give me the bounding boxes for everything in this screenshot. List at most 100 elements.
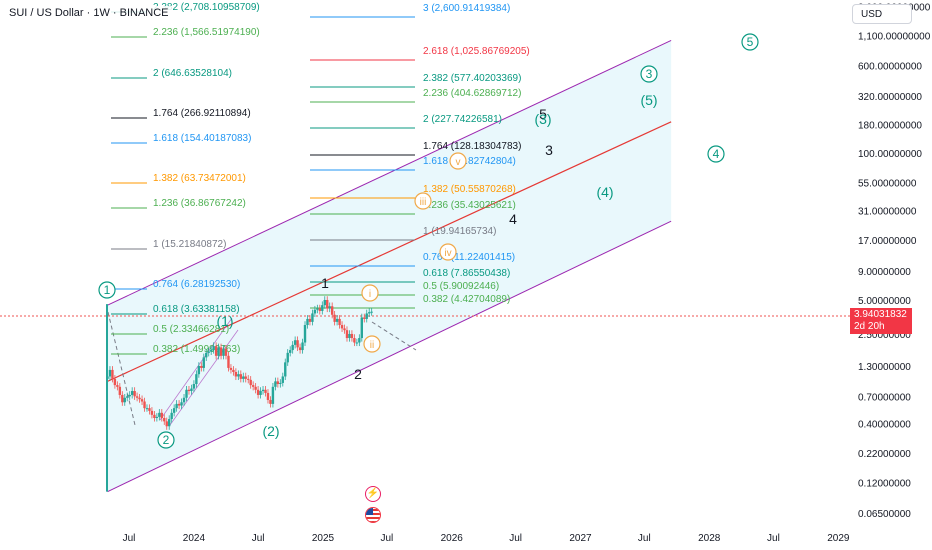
us-flag-icon[interactable] xyxy=(365,507,381,523)
candle xyxy=(288,350,292,353)
candle xyxy=(108,369,112,377)
wave-label-circle[interactable] xyxy=(449,152,467,170)
wave-label[interactable]: iv xyxy=(444,248,451,259)
candle xyxy=(121,394,124,403)
price-axis-tick: 0.70000000 xyxy=(858,392,911,403)
candle xyxy=(306,318,309,326)
wave-label[interactable]: 5 xyxy=(747,35,754,49)
wave-label-circle[interactable] xyxy=(414,192,432,210)
candle xyxy=(212,346,215,351)
candle xyxy=(338,318,341,326)
candle xyxy=(170,412,173,420)
fib-extension-levels[interactable]: 2.382 (2,708.10958709) 2.236 (1,566.51974… xyxy=(0,2,850,355)
candle xyxy=(153,414,156,418)
fib-left-level-label: 1.764 (266.92110894) xyxy=(153,108,251,119)
wave-label[interactable]: 4 xyxy=(713,147,720,161)
time-axis-tick: 2027 xyxy=(569,533,592,544)
wave-label[interactable]: 3 xyxy=(545,142,553,158)
wave-label-circle[interactable] xyxy=(439,243,457,261)
candle xyxy=(296,340,299,348)
candle xyxy=(242,376,245,379)
fib-left-level-label: 1.618 (154.40187083) xyxy=(153,133,251,144)
fib-right-level-label: 2.618 (1,025.86769205) xyxy=(423,46,530,57)
fib-left-level-label: 1.236 (36.86767242) xyxy=(153,198,246,209)
wave-label[interactable]: 1 xyxy=(104,283,111,297)
wave-label[interactable]: i xyxy=(369,289,371,300)
candle xyxy=(318,308,322,311)
wave-label-circle[interactable] xyxy=(363,335,381,353)
wave-label[interactable]: (4) xyxy=(596,184,613,200)
price-axis-tick: 0.06500000 xyxy=(858,509,911,520)
lightning-icon[interactable]: ⚡ xyxy=(365,486,381,502)
wave-label[interactable]: (5) xyxy=(640,92,657,108)
candle xyxy=(135,396,139,398)
candle xyxy=(190,388,193,392)
candle xyxy=(118,386,122,395)
wave-label-circle[interactable] xyxy=(707,145,725,163)
candle xyxy=(284,362,287,377)
wave-label[interactable]: 3 xyxy=(646,67,653,81)
wave-label[interactable]: (2) xyxy=(262,423,279,439)
channel-center-line[interactable] xyxy=(107,121,672,382)
fib-left-level-label: 2 (646.63528104) xyxy=(153,68,232,79)
candle xyxy=(286,352,289,363)
candle xyxy=(130,391,134,395)
channel-lower-line[interactable] xyxy=(107,220,672,493)
candle xyxy=(266,392,270,400)
wave-dashed-line xyxy=(107,311,136,426)
price-axis-tick: 31.00000000 xyxy=(858,207,917,218)
wave-label[interactable]: v xyxy=(456,157,461,168)
wave-label[interactable]: (1) xyxy=(216,313,233,329)
wave-label-circle[interactable] xyxy=(361,284,379,302)
wave-label[interactable]: 1 xyxy=(321,275,329,291)
candle xyxy=(348,333,351,339)
currency-button[interactable]: USD xyxy=(852,4,912,24)
price-axis-tick: 600.00000000 xyxy=(858,61,922,72)
symbol-title[interactable]: SUI / US Dollar · 1W · BINANCE xyxy=(6,6,172,20)
time-axis[interactable]: Jul 2024 Jul 2025 Jul 2026 Jul 2027 Jul 2028 Jul 20… xyxy=(123,533,850,544)
fib-left-level-label: 0.764 (6.28192530) xyxy=(153,279,240,290)
candle xyxy=(323,300,326,306)
candle xyxy=(330,306,334,315)
wave-label[interactable]: (3) xyxy=(534,111,551,127)
wave-label[interactable]: 2 xyxy=(163,433,170,447)
wave-label-circle[interactable] xyxy=(640,65,658,83)
candle xyxy=(116,385,119,387)
wave-label-circle[interactable] xyxy=(98,281,116,299)
price-axis-tick: 2.50000000 xyxy=(858,330,911,341)
candle xyxy=(163,417,166,422)
price-axis-tick: 9.00000000 xyxy=(858,267,911,278)
candle xyxy=(111,369,114,379)
wave-label[interactable]: 4 xyxy=(509,211,517,227)
last-price-badge: 3.94031832 2d 20h xyxy=(850,308,912,334)
time-axis-tick: Jul xyxy=(767,533,780,544)
wave-label-circle[interactable] xyxy=(741,33,759,51)
fib-right-level-label: 1.764 (128.18304783) xyxy=(423,141,521,152)
candle xyxy=(365,313,368,319)
channel-upper-line[interactable] xyxy=(107,39,672,306)
wave-label[interactable]: iii xyxy=(420,197,427,208)
price-axis-tick: 55.00000000 xyxy=(858,179,917,190)
price-axis-tick: 17.00000000 xyxy=(858,236,917,247)
fib-right-level-label: 3 (2,600.91419384) xyxy=(423,3,510,14)
wave-label[interactable]: ii xyxy=(370,340,374,351)
fib-right-level-label: 0.5 (5.90092446) xyxy=(423,281,499,292)
candle xyxy=(222,348,225,356)
fib-left-level-label: 1 (15.21840872) xyxy=(153,239,226,250)
fib-right-level-label: 0.618 (7.86550438) xyxy=(423,268,510,279)
wave-label[interactable]: 5 xyxy=(539,106,547,122)
candlestick-series xyxy=(106,296,373,492)
candle xyxy=(301,342,304,351)
wave-label[interactable]: 2 xyxy=(354,366,362,382)
time-axis-tick: Jul xyxy=(509,533,522,544)
wave-label-circle[interactable] xyxy=(157,431,175,449)
candle xyxy=(227,355,230,368)
time-axis-tick: Jul xyxy=(380,533,393,544)
price-axis-tick: 5.00000000 xyxy=(858,296,911,307)
candle xyxy=(269,399,272,404)
candle xyxy=(187,389,191,392)
price-axis-tick: 1,100.00000000 xyxy=(858,32,931,43)
candle xyxy=(343,328,346,331)
